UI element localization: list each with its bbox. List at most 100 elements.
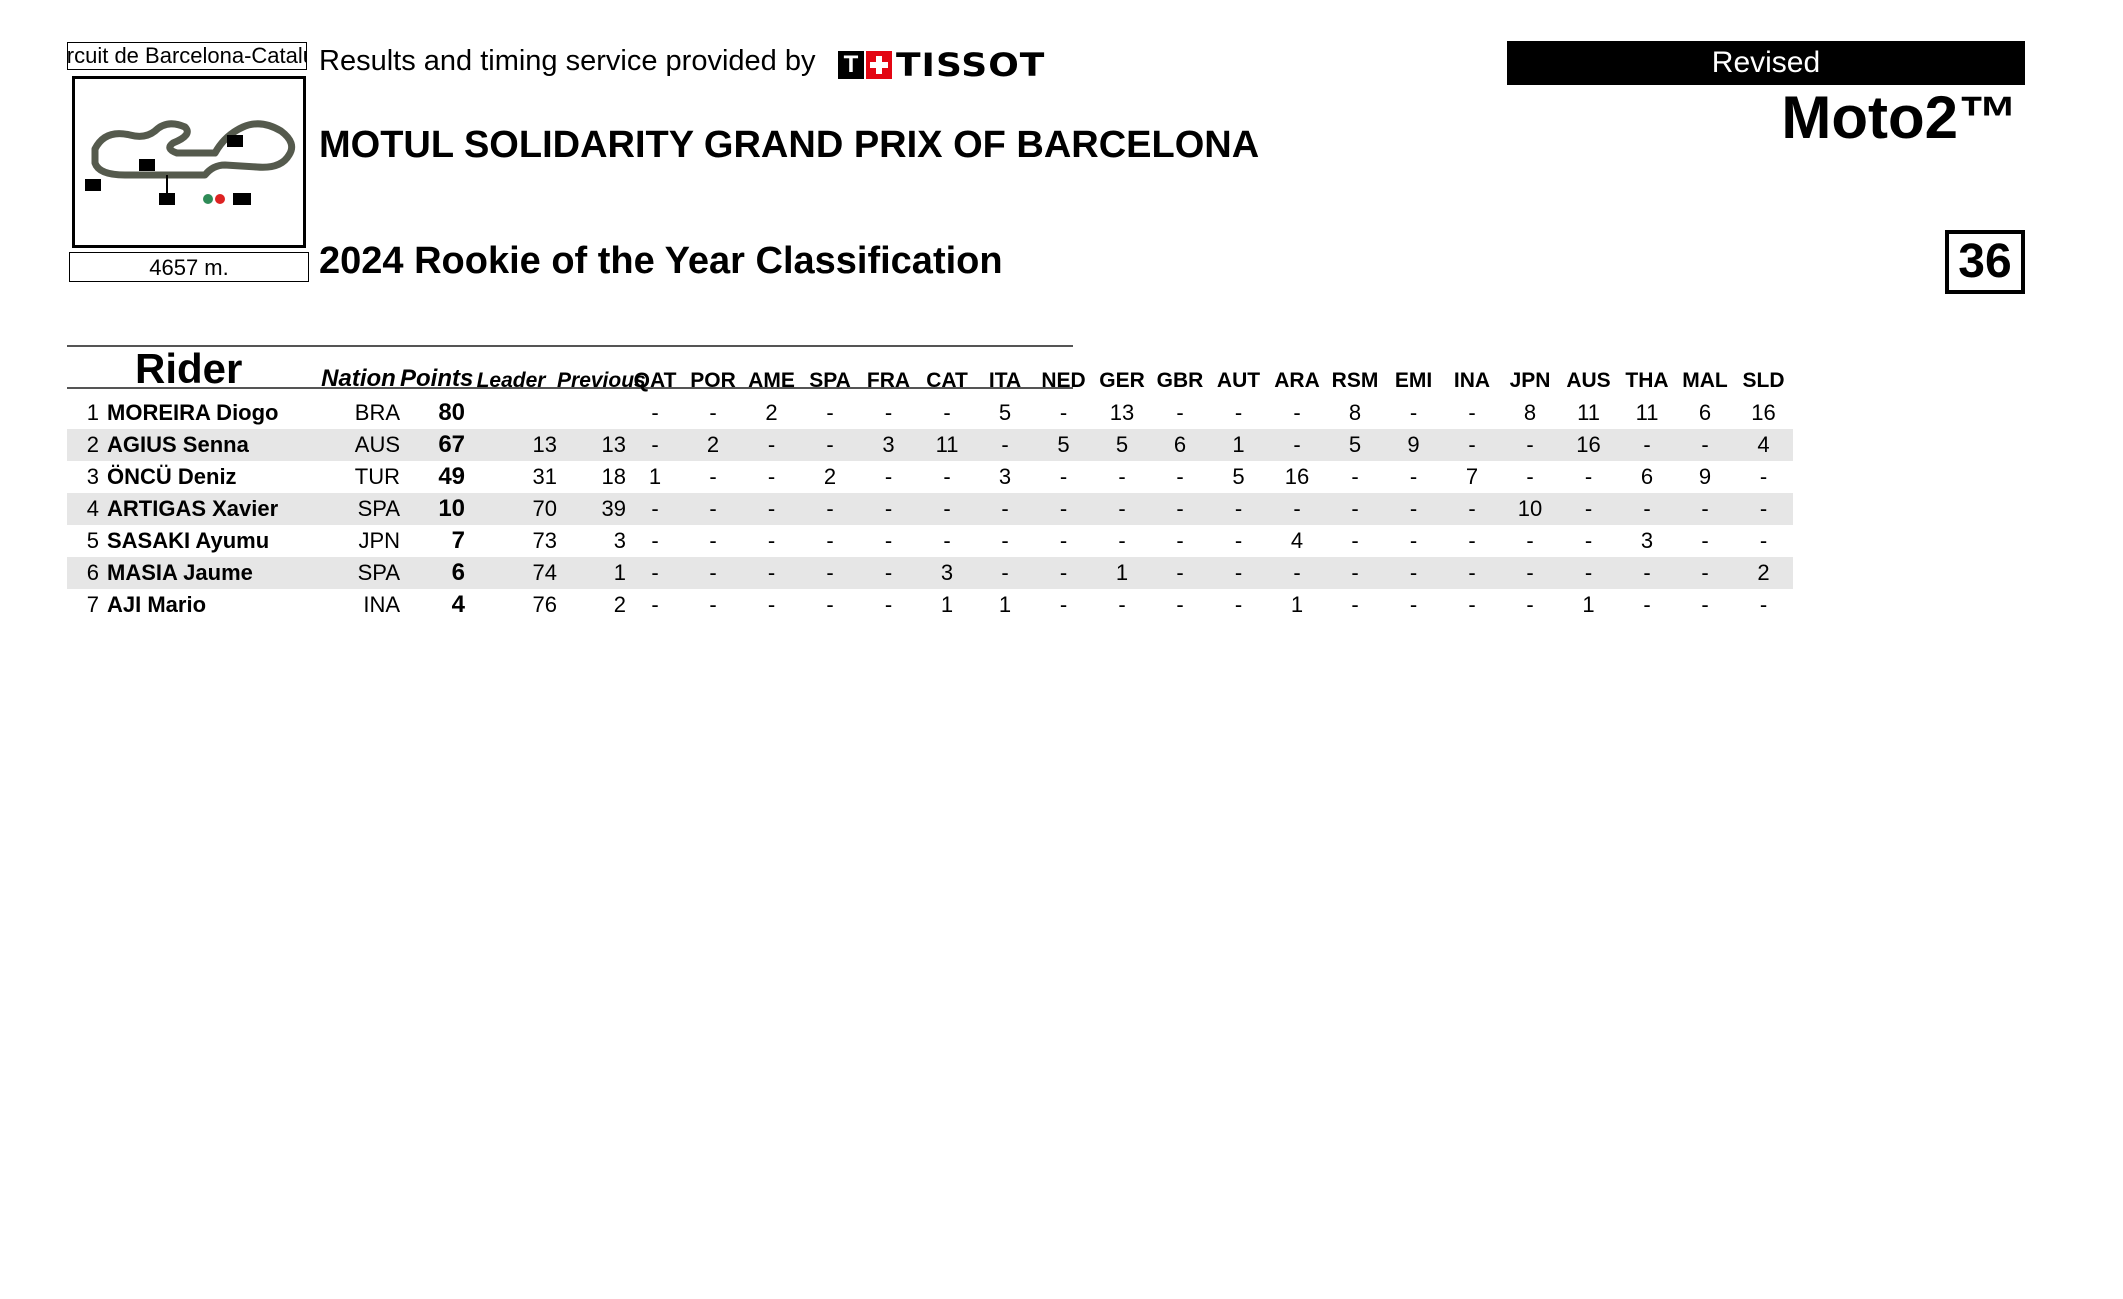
table-row: 6 MASIA Jaume SPA 6 74 1- - - - -3- -1- - - - - - - - - -2 <box>67 557 1794 589</box>
race-points-cell-qat: - <box>651 560 659 585</box>
race-column-header-ger: GER <box>1099 369 1145 392</box>
race-points-cell-ame: - <box>767 560 776 585</box>
rider-name-cell: MOREIRA Diogo <box>107 400 279 425</box>
race-points-cell-sld: - <box>1759 592 1768 617</box>
race-points-cell-ina: - <box>1468 592 1476 617</box>
race-points-cell-tha: - <box>1643 592 1651 617</box>
race-points-cell-ger: - <box>1118 528 1126 553</box>
classification-title: 2024 Rookie of the Year Classification <box>319 240 1003 282</box>
table-row: 7 AJI Mario INA 4 76 2- - - - -1 1- - - -1- - - -1- - - <box>67 589 1793 621</box>
position-cell: 7 <box>86 592 99 617</box>
race-points-cell-gbr: - <box>1176 400 1184 425</box>
nation-cell: BRA <box>354 400 401 425</box>
race-points-cell-ina: - <box>1468 560 1476 585</box>
race-points-cell-cat: - <box>943 400 951 425</box>
race-points-cell-tha: 6 <box>1640 464 1654 489</box>
race-points-cell-cat: 1 <box>940 592 954 617</box>
race-points-cell-qat: - <box>651 432 659 457</box>
points-cell: 4 <box>451 591 466 618</box>
race-points-cell-ina: - <box>1468 496 1476 521</box>
rider-name-cell: SASAKI Ayumu <box>107 528 270 553</box>
position-cell: 5 <box>86 528 99 553</box>
race-points-cell-emi: - <box>1409 496 1418 521</box>
race-points-cell-spa: - <box>826 560 834 585</box>
race-points-cell-sld: 16 <box>1751 400 1776 425</box>
table-top-rule <box>67 345 1073 347</box>
race-points-cell-cat: - <box>943 496 951 521</box>
race-points-cell-fra: 3 <box>882 432 895 457</box>
race-points-cell-ina: 7 <box>1465 464 1479 489</box>
race-points-cell-rsm: - <box>1351 528 1359 553</box>
race-points-cell-tha: 11 <box>1635 400 1659 425</box>
position-cell: 1 <box>86 400 99 425</box>
race-points-cell-mal: - <box>1701 592 1709 617</box>
position-cell: 4 <box>86 496 99 521</box>
race-points-cell-ger: 13 <box>1109 400 1135 425</box>
race-points-cell-por: 2 <box>706 432 720 457</box>
table-row: 5 SASAKI Ayumu JPN 7 73 3- - - - - - - - - - -4- - - - -3- - <box>67 525 1793 557</box>
race-points-cell-mal: - <box>1701 560 1709 585</box>
race-points-cell-ger: 1 <box>1115 560 1129 585</box>
race-points-cell-fra: - <box>884 560 893 585</box>
race-points-cell-emi: - <box>1409 400 1418 425</box>
race-points-cell-mal: 9 <box>1698 464 1712 489</box>
points-cell: 6 <box>451 559 466 586</box>
race-points-cell-ina: - <box>1468 432 1476 457</box>
race-points-cell-mal: - <box>1701 496 1709 521</box>
race-column-header-sld: SLD <box>1742 369 1785 392</box>
previous-gap-cell: 2 <box>613 592 627 617</box>
category-title: Moto2™ <box>1781 84 2018 151</box>
race-points-cell-spa: - <box>826 432 834 457</box>
race-points-cell-por: - <box>709 592 717 617</box>
race-points-cell-gbr: 6 <box>1173 432 1187 457</box>
leader-gap-cell: 13 <box>532 432 558 457</box>
race-points-cell-rsm: 5 <box>1348 432 1362 457</box>
race-points-cell-aut: - <box>1234 528 1243 553</box>
race-column-header-ara: ARA <box>1274 369 1320 392</box>
race-points-cell-ita: 3 <box>998 464 1012 489</box>
circuit-name-label: Circuit de Barcelona-Catalunya <box>67 42 307 70</box>
table-row: 1 MOREIRA Diogo BRA 80 - - 2 - - - 5 - 13 - - - 8 - - 8 11 11… <box>67 397 1793 429</box>
rider-column-header: Rider <box>135 345 243 392</box>
race-points-cell-ned: - <box>1059 592 1068 617</box>
rider-name-cell: ÖNCÜ Deniz <box>107 464 237 489</box>
race-points-cell-sld: 2 <box>1757 560 1770 585</box>
tissot-logo: T TISSOT <box>838 47 1045 83</box>
race-points-cell-emi: - <box>1409 592 1418 617</box>
race-points-cell-aus: - <box>1584 528 1593 553</box>
points-cell: 49 <box>438 463 466 490</box>
race-points-cell-ger: - <box>1118 496 1126 521</box>
race-points-cell-tha: - <box>1643 560 1651 585</box>
leader-gap-cell: 73 <box>532 528 558 553</box>
race-points-cell-spa: 2 <box>823 464 837 489</box>
race-points-cell-ita: - <box>1001 528 1009 553</box>
race-points-cell-ame: - <box>767 432 776 457</box>
nation-column-header: Nation <box>321 365 396 392</box>
race-points-cell-jpn: - <box>1526 528 1534 553</box>
race-column-header-ina: INA <box>1453 369 1491 392</box>
race-points-cell-tha: 3 <box>1640 528 1654 553</box>
race-points-cell-jpn: - <box>1526 592 1534 617</box>
points-cell: 67 <box>438 431 466 458</box>
race-points-cell-ita: 1 <box>998 592 1012 617</box>
race-points-cell-aus: - <box>1584 560 1593 585</box>
race-column-header-ame: AME <box>748 369 795 392</box>
race-points-cell-cat: - <box>943 464 951 489</box>
race-column-header-tha: THA <box>1625 369 1669 392</box>
race-points-cell-aut: 1 <box>1232 432 1245 457</box>
table-header-rule <box>67 387 1073 389</box>
race-column-header-qat: QAT <box>633 369 677 392</box>
previous-column-header: Previous <box>557 369 646 392</box>
race-points-cell-ara: - <box>1293 496 1301 521</box>
race-points-cell-rsm: - <box>1351 592 1359 617</box>
event-title: MOTUL SOLIDARITY GRAND PRIX OF BARCELONA <box>319 124 1260 166</box>
race-points-cell-ger: 5 <box>1115 432 1129 457</box>
nation-cell: AUS <box>354 432 401 457</box>
race-column-header-gbr: GBR <box>1156 369 1204 392</box>
race-points-cell-ame: 2 <box>765 400 778 425</box>
race-points-cell-ned: 5 <box>1057 432 1070 457</box>
rider-name-cell: ARTIGAS Xavier <box>107 496 279 521</box>
race-points-cell-aus: 16 <box>1576 432 1601 457</box>
race-points-cell-ita: - <box>1001 560 1009 585</box>
race-column-header-emi: EMI <box>1394 369 1433 392</box>
